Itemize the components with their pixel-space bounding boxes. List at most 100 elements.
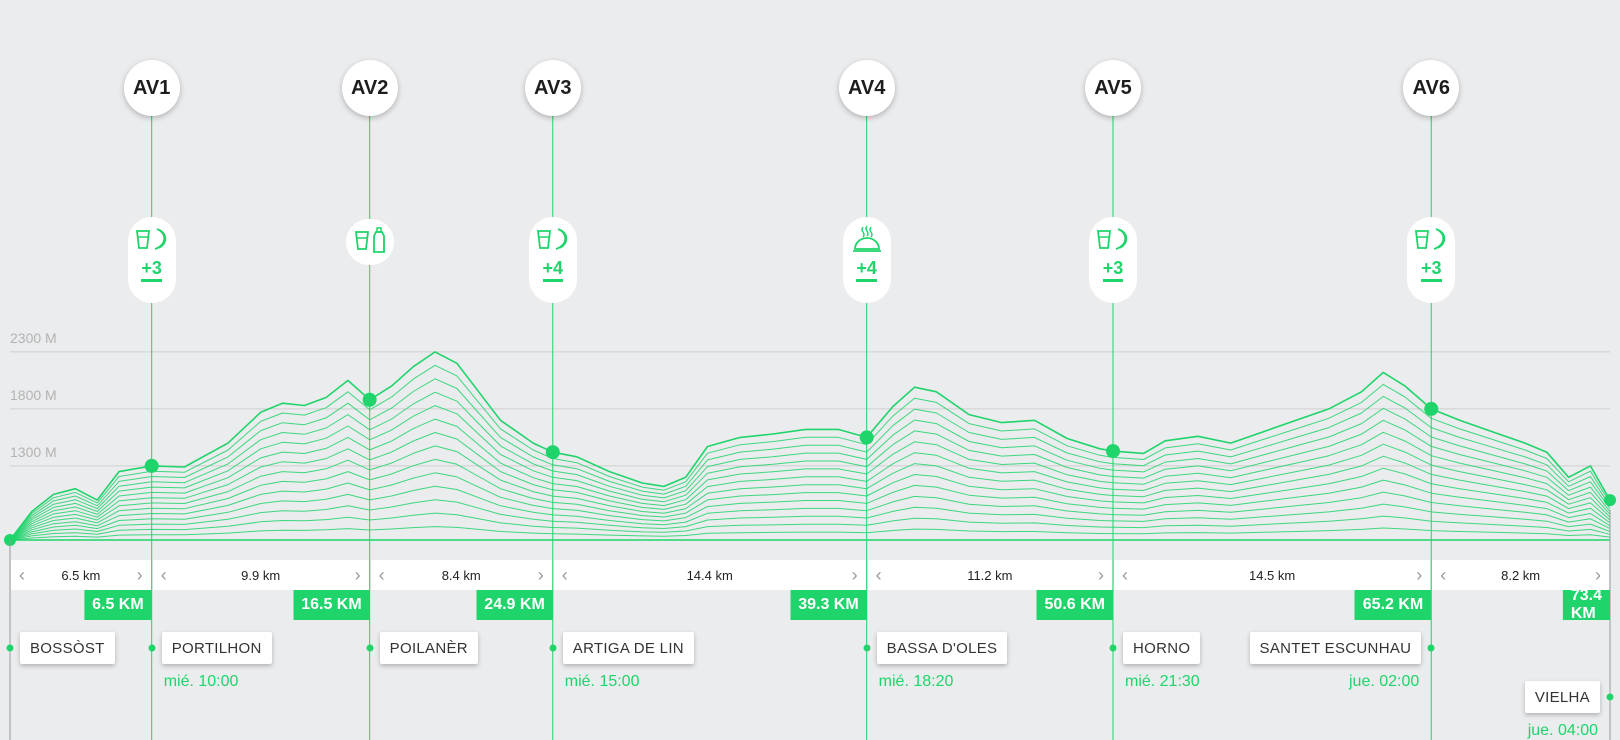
supply-bonus: +3 bbox=[141, 259, 162, 282]
chevron-right-icon[interactable]: › bbox=[1594, 564, 1601, 585]
aid-station-supplies[interactable]: +4 bbox=[842, 217, 891, 303]
aid-station-badge[interactable]: AV6 bbox=[1403, 60, 1460, 116]
chevron-right-icon[interactable]: › bbox=[1416, 564, 1423, 585]
supply-bonus: +3 bbox=[1102, 259, 1124, 282]
chevron-right-icon[interactable]: › bbox=[851, 564, 858, 585]
y-tick-label: 2300 M bbox=[10, 329, 57, 346]
chevron-left-icon[interactable]: ‹ bbox=[19, 564, 25, 585]
place-dot bbox=[1109, 644, 1117, 652]
chevron-left-icon[interactable]: ‹ bbox=[1440, 564, 1447, 585]
segment-distance-label: 6.5 km bbox=[61, 567, 101, 583]
place-dot bbox=[6, 644, 14, 652]
aid-station-badge[interactable]: AV4 bbox=[838, 60, 895, 116]
aid-station-supplies[interactable]: +3 bbox=[1088, 217, 1137, 303]
drink-icon bbox=[354, 229, 370, 256]
segment-bar[interactable]: ‹ 6.5 km › bbox=[11, 560, 151, 590]
place-name-label[interactable]: BASSA D'OLES bbox=[876, 632, 1008, 664]
aid-station-supplies[interactable]: +3 bbox=[127, 217, 176, 303]
segment-bar[interactable]: ‹ 9.9 km › bbox=[152, 560, 369, 590]
segment-bar[interactable]: ‹ 8.4 km › bbox=[370, 560, 552, 590]
segment-distance-label: 8.2 km bbox=[1501, 567, 1541, 583]
chevron-left-icon[interactable]: ‹ bbox=[378, 564, 385, 585]
finish-dot bbox=[1604, 494, 1616, 507]
aid-station-badge[interactable]: AV2 bbox=[341, 60, 398, 116]
chevron-right-icon[interactable]: › bbox=[537, 564, 544, 585]
chevron-right-icon[interactable]: › bbox=[1097, 564, 1104, 585]
chevron-right-icon[interactable]: › bbox=[354, 564, 361, 585]
aid-station-profile-dot bbox=[362, 392, 377, 407]
profile-contour-line bbox=[9, 405, 1611, 541]
chevron-right-icon[interactable]: › bbox=[136, 564, 143, 585]
profile-contour-line bbox=[9, 351, 1611, 541]
supply-bonus: +3 bbox=[1420, 259, 1442, 282]
drink-icon bbox=[1096, 228, 1112, 255]
bottle-icon bbox=[372, 226, 386, 258]
place-name-label[interactable]: PORTILHON bbox=[161, 632, 272, 664]
cumulative-km-tag: 50.6 KM bbox=[1036, 590, 1113, 620]
supply-bonus: +4 bbox=[542, 259, 564, 282]
place-dot bbox=[1427, 644, 1435, 652]
profile-contour-line bbox=[9, 432, 1611, 541]
aid-station-supplies[interactable] bbox=[345, 219, 394, 265]
profile-contour-line bbox=[9, 418, 1611, 541]
drink-icon bbox=[135, 228, 151, 255]
cumulative-km-tag: 24.9 KM bbox=[476, 590, 553, 620]
aid-station-badge[interactable]: AV3 bbox=[524, 60, 581, 116]
cumulative-km-tag: 39.3 KM bbox=[790, 590, 867, 620]
place-name-label[interactable]: HORNO bbox=[1122, 632, 1201, 664]
aid-station-supplies[interactable]: +4 bbox=[528, 217, 577, 303]
cumulative-km-tag: 65.2 KM bbox=[1354, 590, 1432, 620]
aid-station-badge[interactable]: AV1 bbox=[123, 60, 180, 116]
segment-distance-label: 8.4 km bbox=[441, 567, 481, 583]
aid-station-supplies[interactable]: +3 bbox=[1407, 217, 1456, 303]
place-dot bbox=[366, 644, 374, 652]
banana-icon bbox=[153, 227, 169, 256]
place-dot bbox=[549, 644, 557, 652]
place-name-label[interactable]: BOSSÒST bbox=[20, 632, 115, 664]
segment-bar[interactable]: ‹ 11.2 km › bbox=[867, 560, 1112, 590]
supply-icons bbox=[354, 226, 386, 258]
place-name-label[interactable]: SANTET ESCUNHAU bbox=[1249, 632, 1422, 664]
profile-contour-line bbox=[9, 512, 1611, 541]
banana-icon bbox=[1432, 227, 1448, 256]
hot-meal-icon bbox=[852, 225, 882, 258]
chevron-left-icon[interactable]: ‹ bbox=[160, 564, 167, 585]
chevron-left-icon[interactable]: ‹ bbox=[561, 564, 568, 585]
chevron-left-icon[interactable]: ‹ bbox=[875, 564, 882, 585]
drink-icon bbox=[1414, 228, 1430, 255]
profile-contour-line bbox=[9, 499, 1611, 541]
segment-bar[interactable]: ‹ 8.2 km › bbox=[1432, 560, 1609, 590]
supply-icons bbox=[852, 225, 882, 258]
supply-icons bbox=[1096, 227, 1130, 255]
place-name-label[interactable]: POILANÈR bbox=[379, 632, 478, 664]
chevron-left-icon[interactable]: ‹ bbox=[1121, 564, 1128, 585]
drink-icon bbox=[536, 228, 552, 255]
profile-contour-line bbox=[9, 458, 1611, 541]
place-name-label[interactable]: VIELHA bbox=[1524, 681, 1600, 713]
segment-distance-label: 11.2 km bbox=[967, 567, 1013, 583]
profile-contour-line bbox=[9, 364, 1611, 541]
place-time: mié. 10:00 bbox=[163, 673, 239, 690]
place-dot bbox=[1606, 693, 1614, 701]
segment-bar[interactable]: ‹ 14.4 km › bbox=[553, 560, 866, 590]
banana-icon bbox=[1114, 227, 1130, 256]
segment-distance-label: 9.9 km bbox=[241, 567, 281, 583]
supply-icons bbox=[135, 227, 169, 255]
cumulative-km-tag: 6.5 KM bbox=[84, 590, 152, 620]
place-time: mié. 18:20 bbox=[878, 673, 954, 690]
segment-bar[interactable]: ‹ 14.5 km › bbox=[1113, 560, 1431, 590]
profile-contour-line bbox=[9, 526, 1611, 541]
place-time: mié. 21:30 bbox=[1124, 673, 1200, 690]
place-dot bbox=[863, 644, 871, 652]
aid-station-profile-dot bbox=[545, 445, 560, 460]
place-time: jue. 02:00 bbox=[1348, 673, 1420, 690]
place-name-label[interactable]: ARTIGA DE LIN bbox=[562, 632, 694, 664]
aid-station-badge[interactable]: AV5 bbox=[1084, 60, 1141, 116]
banana-icon bbox=[554, 227, 570, 256]
profile-contour-line bbox=[9, 485, 1611, 541]
y-tick-label: 1800 M bbox=[10, 386, 57, 403]
supply-icons bbox=[536, 227, 570, 255]
aid-station-profile-dot bbox=[1105, 444, 1120, 459]
profile-contour-line bbox=[9, 378, 1611, 541]
